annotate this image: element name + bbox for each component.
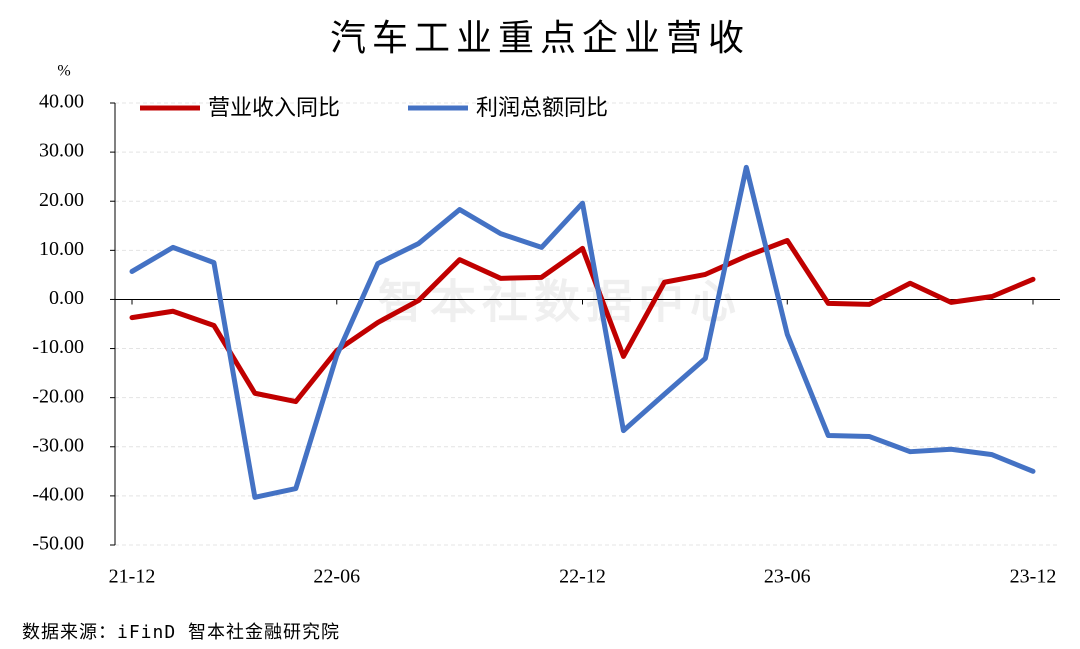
y-tick-label: -20.00 [32,385,84,407]
legend-label: 营业收入同比 [208,96,340,121]
y-tick-label: -50.00 [32,533,84,555]
line-series [129,164,1036,500]
y-tick-label: -30.00 [32,434,84,456]
watermark: 智本社数据中心 [378,275,742,329]
y-tick-label: -40.00 [32,483,84,505]
y-tick-label: 40.00 [39,91,84,113]
x-tick-label: 23-06 [764,566,811,588]
line-series [129,238,1036,405]
x-tick-label: 22-12 [559,566,606,588]
y-tick-label: 20.00 [39,189,84,211]
y-tick-label: -10.00 [32,336,84,358]
source: 数据来源：iFinD 智本社金融研究院 [22,622,340,643]
y-tick-label: 30.00 [39,140,84,162]
legend-label: 利润总额同比 [476,96,608,121]
x-tick-label: 22-06 [313,566,360,588]
y-axis-label: % [57,63,70,80]
y-tick-label: 0.00 [49,287,84,309]
chart-title: 汽车工业重点企业营收 [330,18,750,59]
x-tick-label: 23-12 [1010,566,1057,588]
y-tick-label: 10.00 [39,238,84,260]
x-tick-label: 21-12 [109,566,156,588]
